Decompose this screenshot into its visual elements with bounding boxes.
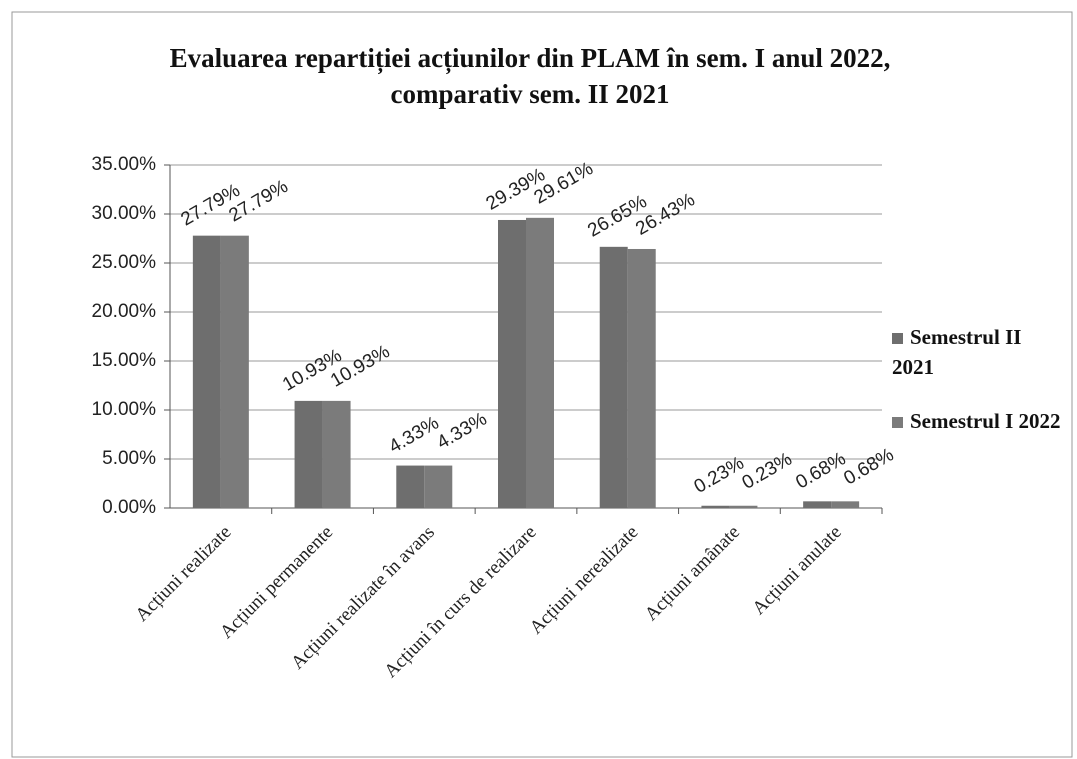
bar xyxy=(396,465,425,508)
bar xyxy=(192,235,221,508)
y-tick-label: 15.00% xyxy=(92,350,157,371)
legend-label: Semestrul I 2022 xyxy=(910,409,1061,433)
bar xyxy=(526,217,554,508)
x-tick-label: Acțiuni realizate xyxy=(131,522,235,626)
y-tick-label: 35.00% xyxy=(92,154,157,175)
legend-entry: Semestrul II 2021 xyxy=(892,322,1062,382)
bar xyxy=(729,505,758,508)
data-label: 0.68% xyxy=(840,444,897,489)
bar xyxy=(220,235,249,508)
bar xyxy=(498,219,526,508)
bar xyxy=(831,501,860,508)
bar xyxy=(322,400,351,508)
legend-entry: Semestrul I 2022 xyxy=(892,406,1062,436)
y-tick-label: 20.00% xyxy=(92,301,157,322)
y-tick-label: 0.00% xyxy=(102,497,156,518)
x-tick-label: Acțiuni amânate xyxy=(641,522,744,625)
y-tick-label: 5.00% xyxy=(102,448,156,469)
y-tick-label: 10.00% xyxy=(92,399,157,420)
x-tick-label: Acțiuni nerealizate xyxy=(526,522,643,639)
bar xyxy=(627,248,656,508)
bar xyxy=(599,246,628,508)
x-tick-label: Acțiuni anulate xyxy=(748,522,845,619)
legend-swatch xyxy=(892,417,903,428)
data-label: 4.33% xyxy=(433,409,490,454)
bar xyxy=(424,465,453,508)
y-tick-label: 25.00% xyxy=(92,252,157,273)
chart-title: Evaluarea repartiției acțiunilor din PLA… xyxy=(169,43,891,109)
chart-border xyxy=(11,11,1073,758)
legend-swatch xyxy=(892,333,903,344)
legend-label: Semestrul II 2021 xyxy=(892,325,1022,379)
data-label: 0.23% xyxy=(739,449,796,494)
bar xyxy=(294,400,323,508)
bar xyxy=(701,505,730,508)
y-tick-label: 30.00% xyxy=(92,203,157,224)
x-tick-label: Acțiuni permanente xyxy=(216,522,337,643)
bar xyxy=(803,501,832,508)
